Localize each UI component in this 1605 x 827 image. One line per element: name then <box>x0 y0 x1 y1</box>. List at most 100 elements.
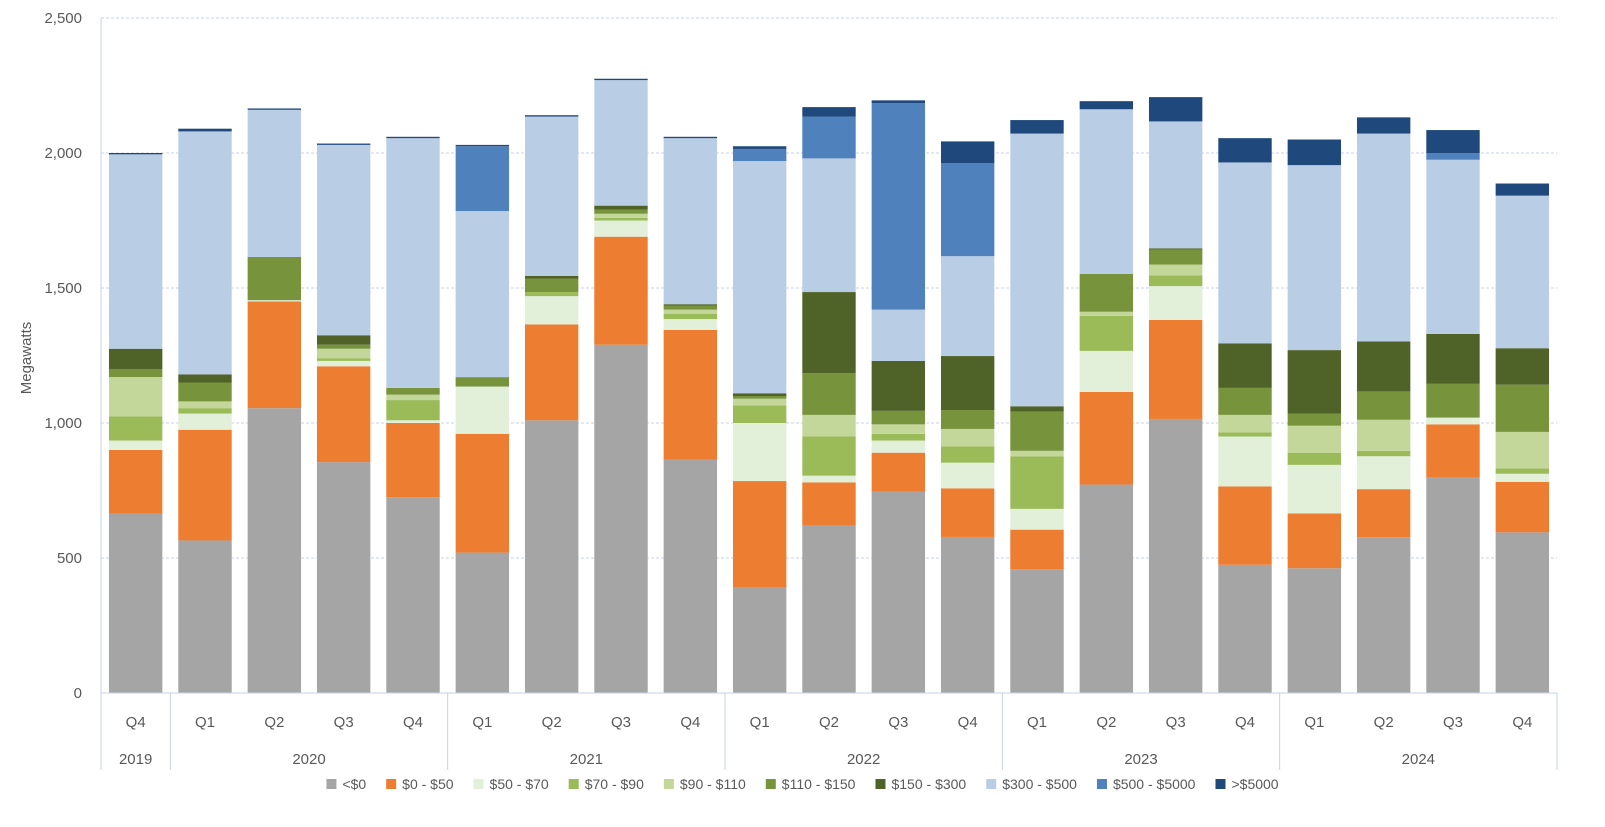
bar-segment <box>247 109 302 257</box>
bar-segment <box>940 446 995 463</box>
y-axis-title: Megawatts <box>18 322 35 395</box>
bar-segment <box>594 205 648 210</box>
bar-segment <box>663 136 718 139</box>
bar-segment <box>1287 464 1342 514</box>
bar-segment <box>802 158 856 293</box>
bar-segment <box>663 304 718 306</box>
bar-segment <box>802 107 856 117</box>
bar-segment <box>1010 133 1064 407</box>
bar-segment <box>1079 311 1134 316</box>
bar-segment <box>871 491 926 693</box>
bar-segment <box>1356 489 1411 538</box>
bar-stack <box>1148 97 1203 693</box>
bar-segment <box>316 366 371 463</box>
x-tick-label: Q1 <box>1304 714 1324 731</box>
bar-stack <box>1287 139 1342 693</box>
legend-item: $90 - $110 <box>663 776 746 792</box>
bar-segment <box>940 141 995 163</box>
bar-segment <box>663 305 718 310</box>
bar-segment <box>386 400 440 421</box>
legend-swatch <box>473 779 484 789</box>
bar-segment <box>732 161 787 394</box>
bar-segment <box>1218 414 1272 433</box>
bar-segment <box>455 377 510 387</box>
legend-label: $50 - $70 <box>490 776 549 792</box>
bar-segment <box>524 324 579 421</box>
bar-segment <box>594 217 648 221</box>
legend-swatch <box>386 779 397 789</box>
bar-segment <box>1495 468 1550 474</box>
bar-segment <box>386 387 440 395</box>
bars <box>108 78 1550 693</box>
bar-segment <box>940 488 995 537</box>
bar-segment <box>1356 450 1411 457</box>
bar-segment <box>1287 568 1342 693</box>
bar-stack <box>1079 101 1134 693</box>
bar-segment <box>802 482 856 526</box>
bar-segment <box>108 348 163 369</box>
bar-segment <box>524 115 579 117</box>
bar-segment <box>455 552 510 693</box>
bar-segment <box>1287 425 1342 453</box>
x-group-label: 2021 <box>570 751 603 768</box>
y-axis-tick-labels: 0 500 1,000 1,500 2,000 2,500 <box>44 10 82 702</box>
bar-segment <box>732 398 787 406</box>
bar-segment <box>178 374 232 383</box>
bar-segment <box>732 423 787 482</box>
legend-item: $150 - $300 <box>875 776 966 792</box>
legend-item: $70 - $90 <box>568 776 644 792</box>
legend: <$0 $0 - $50 $50 - $70 $70 - $90 $90 - $110 $… <box>326 776 1279 792</box>
bar-segment <box>108 440 163 450</box>
bar-segment <box>871 433 926 441</box>
bar-stack <box>108 153 163 693</box>
bar-segment <box>1495 532 1550 693</box>
bar-stack <box>1495 183 1550 693</box>
bar-segment <box>802 292 856 374</box>
bar-segment <box>1356 133 1411 342</box>
bar-segment <box>1287 413 1342 426</box>
bar-segment <box>1426 153 1480 160</box>
bar-stack <box>1218 138 1272 693</box>
x-group-label: 2020 <box>292 751 325 768</box>
legend-label: $150 - $300 <box>891 776 966 792</box>
bar-segment <box>871 360 926 411</box>
bar-segment <box>1010 508 1064 530</box>
bar-segment <box>247 408 302 693</box>
bar-segment <box>732 481 787 588</box>
bar-segment <box>1495 473 1550 482</box>
bar-segment <box>1079 484 1134 693</box>
bar-segment <box>802 525 856 693</box>
bar-segment <box>108 153 163 155</box>
bar-segment <box>732 405 787 423</box>
x-tick-label: Q2 <box>264 714 284 731</box>
x-tick-label: Q4 <box>958 714 978 731</box>
bar-segment <box>1426 417 1480 425</box>
bar-segment <box>871 452 926 492</box>
bar-stack <box>663 136 718 693</box>
bar-segment <box>1495 195 1550 349</box>
bar-segment <box>1495 384 1550 432</box>
bar-segment <box>871 309 926 361</box>
bar-segment <box>386 394 440 401</box>
bar-segment <box>1148 97 1203 122</box>
bar-segment <box>594 78 648 81</box>
bar-segment <box>940 410 995 429</box>
bar-segment <box>1287 139 1342 166</box>
x-tick-label: Q3 <box>1443 714 1463 731</box>
bar-segment <box>1287 165 1342 351</box>
bar-segment <box>178 128 232 132</box>
x-tick-label: Q1 <box>1027 714 1047 731</box>
bar-segment <box>455 386 510 434</box>
y-tick-label: 500 <box>57 550 82 567</box>
bar-segment <box>1148 121 1203 249</box>
x-axis: Q4 Q1 Q2 Q3 Q4 Q1 Q2 Q3 Q4 Q1 Q2 Q3 Q4 Q1 Q2 Q3 Q4 Q1 Q2 Q3… <box>100 692 1558 770</box>
x-group-label: 2024 <box>1402 751 1435 768</box>
bar-segment <box>802 373 856 415</box>
bar-stack <box>524 115 579 693</box>
bar-segment <box>1010 406 1064 412</box>
bar-segment <box>871 103 926 310</box>
bar-stack <box>178 128 232 693</box>
bar-segment <box>802 436 856 476</box>
x-tick-label: Q1 <box>472 714 492 731</box>
bar-segment <box>178 429 232 541</box>
